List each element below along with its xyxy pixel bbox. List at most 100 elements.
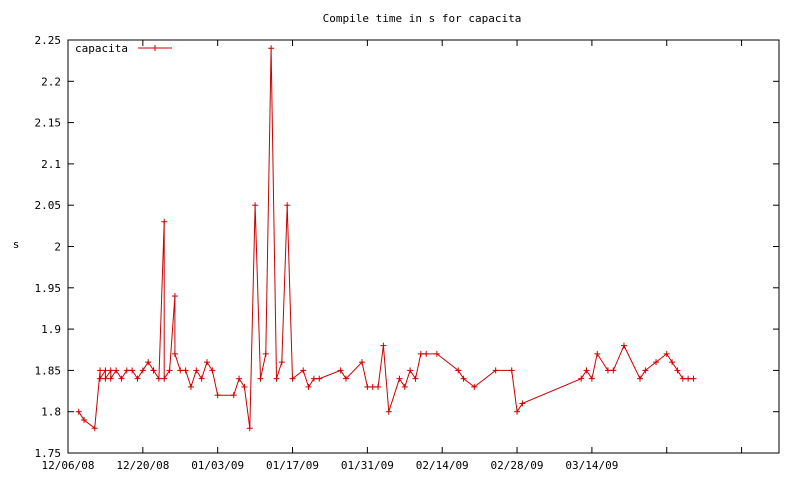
- y-tick-label: 2.05: [35, 199, 62, 212]
- data-point-marker: [337, 367, 344, 374]
- data-point-marker: [102, 367, 109, 374]
- data-point-marker: [139, 367, 146, 374]
- data-point-marker: [171, 350, 178, 357]
- data-point-marker: [134, 375, 141, 382]
- data-point-marker: [166, 367, 173, 374]
- data-point-marker: [257, 375, 264, 382]
- legend-label: capacita: [75, 42, 128, 55]
- data-point-marker: [198, 375, 205, 382]
- data-point-marker: [316, 375, 323, 382]
- data-point-marker: [107, 367, 114, 374]
- data-point-marker: [401, 383, 408, 390]
- data-point-marker: [663, 350, 670, 357]
- data-point-marker: [113, 367, 120, 374]
- data-point-marker: [97, 367, 104, 374]
- data-point-marker: [685, 375, 692, 382]
- data-point-marker: [81, 416, 88, 423]
- y-tick-label: 1.75: [35, 447, 62, 460]
- data-point-marker: [588, 375, 595, 382]
- legend-marker: [152, 45, 158, 51]
- y-axis-label: s: [13, 238, 20, 251]
- legend: capacita: [75, 42, 172, 55]
- x-tick-label: 02/14/09: [416, 459, 469, 472]
- y-tick-label: 2: [54, 241, 61, 254]
- data-point-marker: [364, 383, 371, 390]
- data-point-marker: [396, 375, 403, 382]
- data-point-marker: [161, 218, 168, 225]
- data-point-marker: [610, 367, 617, 374]
- data-point-marker: [620, 342, 627, 349]
- data-point-marker: [241, 383, 248, 390]
- plot-frame: [67, 39, 780, 454]
- data-point-marker: [359, 359, 366, 366]
- data-point-marker: [604, 367, 611, 374]
- data-point-marker: [75, 408, 82, 415]
- data-point-marker: [412, 375, 419, 382]
- series-line: [78, 48, 694, 430]
- data-point-marker: [246, 425, 253, 432]
- data-point-marker: [273, 375, 280, 382]
- data-point-marker: [679, 375, 686, 382]
- data-point-marker: [161, 375, 168, 382]
- x-tick-label: 03/14/09: [565, 459, 618, 472]
- x-tick-label: 01/17/09: [266, 459, 319, 472]
- data-point-marker: [214, 392, 221, 399]
- data-point-marker: [637, 375, 644, 382]
- y-tick-label: 2.2: [41, 75, 61, 88]
- data-point-marker: [305, 383, 312, 390]
- data-point-marker: [508, 367, 515, 374]
- data-point-marker: [433, 350, 440, 357]
- data-point-marker: [519, 400, 526, 407]
- y-tick-label: 2.15: [35, 117, 62, 130]
- data-point-marker: [150, 367, 157, 374]
- data-point-marker: [236, 375, 243, 382]
- data-point-marker: [594, 350, 601, 357]
- data-point-marker: [278, 359, 285, 366]
- data-point-marker: [669, 359, 676, 366]
- data-point-marker: [182, 367, 189, 374]
- y-tick-label: 2.1: [41, 158, 61, 171]
- data-point-marker: [289, 375, 296, 382]
- data-point-marker: [653, 359, 660, 366]
- y-tick-label: 1.9: [41, 323, 61, 336]
- data-point-marker: [514, 408, 521, 415]
- data-point-marker: [118, 375, 125, 382]
- data-point-marker: [123, 367, 130, 374]
- y-axis-ticks: 1.75 1.8 1.85 1.9 1.95 2 2.05 2.1 2.15 2.2 2.25: [35, 34, 779, 460]
- data-point-marker: [97, 375, 104, 382]
- data-point-marker: [91, 425, 98, 432]
- x-tick-label: 02/28/09: [491, 459, 544, 472]
- data-point-marker: [203, 359, 210, 366]
- data-point-marker: [230, 392, 237, 399]
- data-point-marker: [690, 375, 697, 382]
- data-point-marker: [460, 375, 467, 382]
- data-point-marker: [583, 367, 590, 374]
- data-point-marker: [380, 342, 387, 349]
- data-point-marker: [284, 202, 291, 209]
- data-point-marker: [300, 367, 307, 374]
- chart-title: Compile time in s for capacita: [323, 12, 522, 25]
- data-point-marker: [375, 383, 382, 390]
- data-point-marker: [129, 367, 136, 374]
- x-tick-label: 01/03/09: [191, 459, 244, 472]
- data-point-marker: [455, 367, 462, 374]
- data-point-marker: [268, 45, 275, 52]
- data-point-marker: [177, 367, 184, 374]
- y-tick-label: 1.8: [41, 406, 61, 419]
- data-point-marker: [310, 375, 317, 382]
- data-point-marker: [423, 350, 430, 357]
- x-tick-label: 12/06/08: [42, 459, 95, 472]
- data-point-marker: [262, 350, 269, 357]
- data-point-marker: [252, 202, 259, 209]
- data-point-marker: [171, 293, 178, 300]
- data-point-marker: [407, 367, 414, 374]
- data-point-marker: [193, 367, 200, 374]
- data-point-marker: [145, 359, 152, 366]
- data-point-marker: [417, 350, 424, 357]
- data-point-marker: [155, 375, 162, 382]
- y-tick-label: 1.95: [35, 282, 62, 295]
- x-tick-label: 01/31/09: [341, 459, 394, 472]
- data-point-marker: [674, 367, 681, 374]
- data-point-marker: [385, 408, 392, 415]
